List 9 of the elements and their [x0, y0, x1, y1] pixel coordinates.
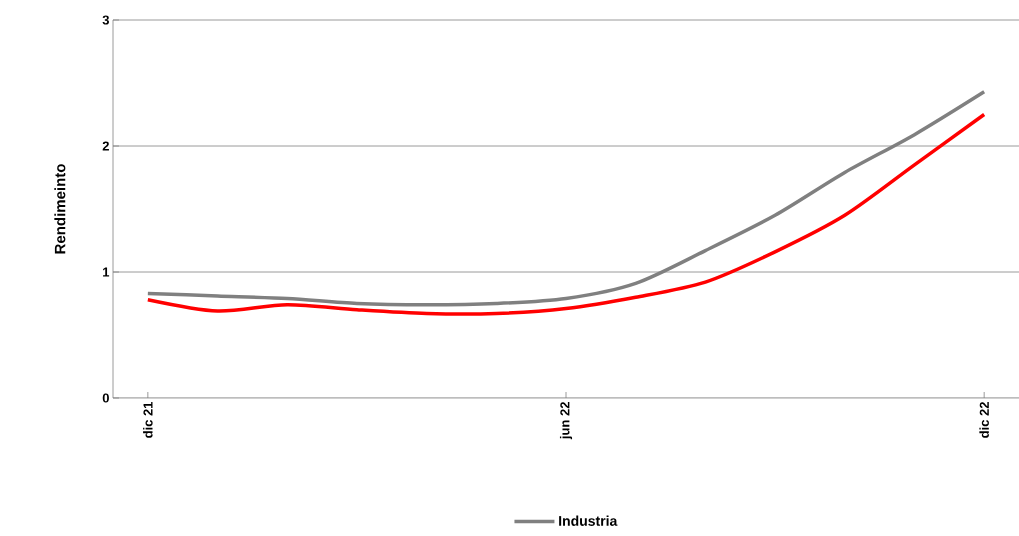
y-tick-label: 2	[102, 141, 109, 151]
x-tick-label: dic 21	[143, 401, 153, 438]
legend-label: Industria	[559, 515, 618, 526]
y-tick-label: 1	[103, 267, 110, 277]
x-tick-label: dic 22	[979, 402, 989, 438]
y-axis-title: Rendimeinto	[54, 164, 66, 254]
y-tick-label: 0	[102, 393, 109, 403]
x-tick-label: jun 22	[559, 402, 573, 440]
y-tick-label: 3	[102, 15, 109, 25]
